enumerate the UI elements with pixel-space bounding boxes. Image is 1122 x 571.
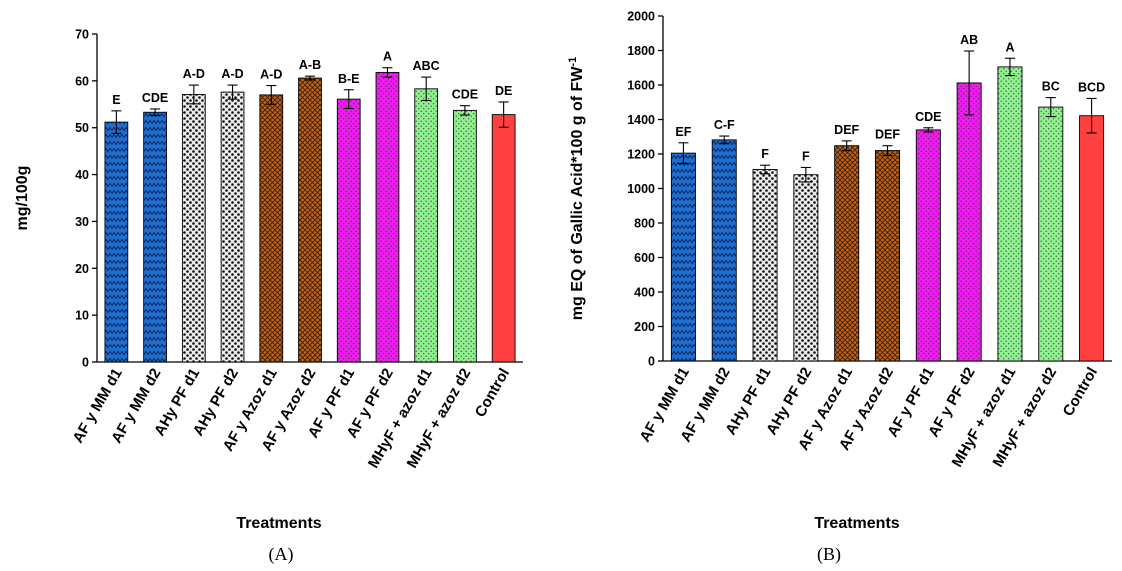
significance-letter: A-D	[183, 67, 205, 81]
y-tick-label: 1200	[627, 148, 655, 162]
significance-letter: BCD	[1078, 80, 1105, 94]
significance-letter: A	[383, 50, 392, 64]
y-tick-label: 200	[634, 320, 655, 334]
y-tick-label: 0	[648, 355, 655, 369]
bar	[1038, 106, 1064, 362]
bar	[752, 169, 778, 362]
y-tick-label: 2000	[627, 10, 655, 24]
significance-letter: CDE	[142, 91, 168, 105]
significance-letter: EF	[675, 125, 691, 139]
significance-letter: F	[802, 149, 810, 163]
y-axis-title-superscript: -1	[567, 57, 579, 67]
bar	[259, 94, 284, 363]
bar	[1079, 115, 1105, 362]
bar	[834, 145, 860, 362]
bar	[104, 121, 129, 363]
y-tick-label: 10	[75, 309, 89, 323]
significance-letter: CDE	[452, 88, 478, 102]
category-label: Control	[472, 366, 513, 421]
bar	[453, 109, 477, 363]
bar	[298, 77, 322, 363]
y-tick-label: 70	[75, 28, 89, 42]
y-tick-label: 0	[82, 356, 89, 370]
bar	[220, 91, 245, 363]
y-tick-label: 50	[75, 121, 89, 135]
significance-letter: A	[1005, 40, 1014, 54]
y-tick-label: 600	[634, 251, 655, 265]
significance-letter: A-B	[299, 58, 321, 72]
bar	[670, 152, 696, 362]
bar	[793, 174, 819, 362]
significance-letter: BC	[1042, 80, 1060, 94]
y-tick-label: 400	[634, 286, 655, 300]
bar	[875, 150, 900, 362]
significance-letter: C-F	[714, 118, 735, 132]
bar	[375, 71, 400, 363]
y-tick-label: 60	[75, 74, 89, 88]
y-tick-label: 1000	[627, 182, 655, 196]
significance-letter: DEF	[834, 123, 859, 137]
y-tick-label: 20	[75, 262, 89, 276]
y-tick-label: 1400	[627, 113, 655, 127]
category-label: Control	[1060, 365, 1101, 420]
bar	[491, 114, 516, 363]
y-tick-label: 30	[75, 215, 89, 229]
significance-letter: A-D	[260, 68, 282, 82]
y-axis-title: mg/100g	[14, 166, 31, 231]
significance-letter: ABC	[413, 59, 440, 73]
bar	[181, 93, 206, 363]
significance-letter: F	[761, 147, 769, 161]
significance-letter: CDE	[915, 110, 941, 124]
significance-letter: A-D	[221, 67, 243, 81]
y-tick-label: 40	[75, 168, 89, 182]
bar	[956, 82, 982, 362]
significance-letter: DE	[495, 84, 512, 98]
chart-panel-b: 0 200 400 600 800 1000 1200 1400 1600 1800 2000 EF A…	[567, 10, 1112, 565]
significance-letter: E	[112, 93, 120, 107]
y-axis-title: mg EQ of Gallic Acid*100 g of FW-1	[567, 57, 586, 320]
significance-letter: B-E	[338, 72, 360, 86]
significance-letter: AB	[960, 33, 978, 47]
bar	[143, 111, 167, 363]
y-tick-label: 800	[634, 217, 655, 231]
x-axis-title: Treatments	[236, 515, 321, 532]
x-axis-title: Treatments	[814, 515, 899, 532]
significance-letter: DEF	[875, 128, 900, 142]
bar	[711, 139, 737, 362]
panel-label: (B)	[817, 544, 841, 565]
bar	[915, 129, 941, 362]
bar	[997, 66, 1023, 362]
y-tick-label: 1800	[627, 44, 655, 58]
bar	[414, 88, 439, 363]
y-tick-label: 1600	[627, 79, 655, 93]
panel-label: (A)	[269, 544, 294, 565]
bar	[336, 98, 361, 363]
